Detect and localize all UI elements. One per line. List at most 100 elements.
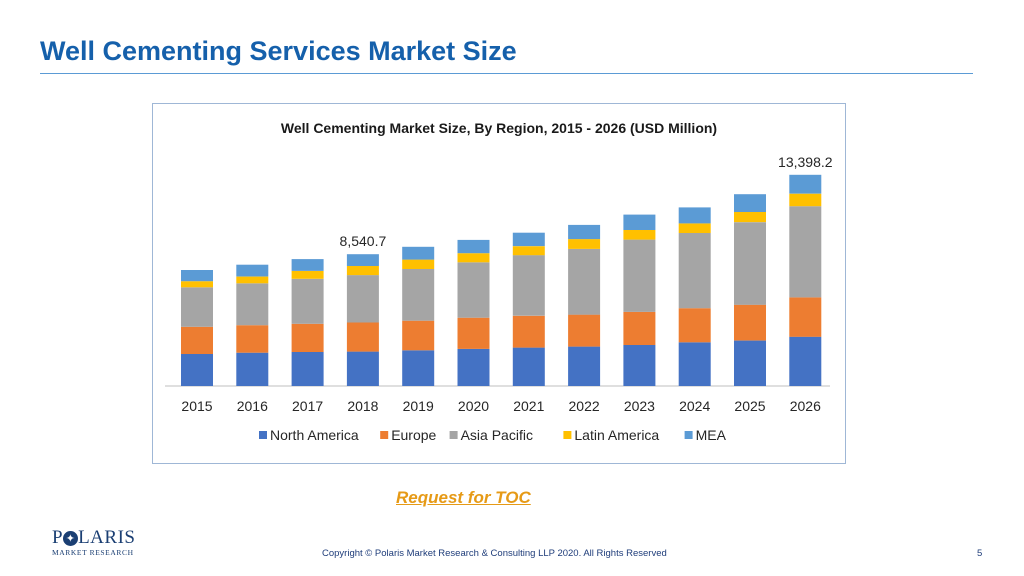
bar-2024-mea xyxy=(678,207,711,224)
x-tick-label: 2018 xyxy=(347,398,378,414)
bars-group xyxy=(181,174,822,386)
copyright-text: Copyright © Polaris Market Research & Co… xyxy=(322,548,667,559)
bar-2017-latin-america xyxy=(291,271,324,279)
legend: North America Europe Asia Pacific Latin Ame… xyxy=(259,427,727,443)
bar-2017-mea xyxy=(291,259,324,271)
polaris-logo: P ✦ LARIS MARKET RESEARCH xyxy=(52,527,136,564)
bar-2024-latin-america xyxy=(678,223,711,233)
bar-2015-mea xyxy=(181,270,213,282)
bar-2020-latin-america xyxy=(457,253,490,263)
bar-2022-north-america xyxy=(568,346,601,386)
star-icon: ✦ xyxy=(63,531,79,546)
chart-frame: Well Cementing Market Size, By Region, 2… xyxy=(152,103,846,464)
bar-2016-asia-pacific xyxy=(236,283,269,326)
bar-2019-mea xyxy=(402,246,435,260)
x-tick-label: 2016 xyxy=(237,398,268,414)
x-tick-label: 2020 xyxy=(458,398,489,414)
bar-2025-europe xyxy=(734,304,766,341)
chart-title: Well Cementing Market Size, By Region, 2… xyxy=(281,120,717,136)
bar-2015-europe xyxy=(181,326,213,354)
x-tick-label: 2021 xyxy=(513,398,544,414)
bar-2021-latin-america xyxy=(512,246,545,256)
x-tick-label: 2025 xyxy=(734,398,765,414)
bar-2021-mea xyxy=(512,232,545,247)
bar-2023-mea xyxy=(623,214,656,230)
bar-2021-asia-pacific xyxy=(512,255,545,316)
bar-2026-asia-pacific xyxy=(789,206,822,298)
bar-2021-europe xyxy=(512,315,545,348)
x-tick-label: 2023 xyxy=(624,398,655,414)
bar-2021-north-america xyxy=(512,347,545,386)
x-tick-label: 2024 xyxy=(679,398,710,414)
bar-2018-latin-america xyxy=(346,266,379,276)
bar-2023-asia-pacific xyxy=(623,239,656,312)
stacked-bar-chart: Well Cementing Market Size, By Region, 2… xyxy=(165,120,833,443)
x-tick-label: 2026 xyxy=(790,398,821,414)
legend-swatch-mea xyxy=(684,431,693,439)
bar-2015-north-america xyxy=(181,354,213,386)
legend-label-asia-pacific: Asia Pacific xyxy=(461,427,533,443)
legend-label-latin-america: Latin America xyxy=(574,427,659,443)
data-labels: 8,540.7 13,398.2 xyxy=(340,154,833,249)
legend-swatch-latin-america xyxy=(563,431,572,439)
bar-2026-europe xyxy=(789,297,822,337)
data-label-2026: 13,398.2 xyxy=(778,154,833,170)
bar-2025-mea xyxy=(734,194,766,212)
bar-2023-europe xyxy=(623,311,656,345)
bar-2020-north-america xyxy=(457,348,490,386)
x-tick-label: 2015 xyxy=(181,398,212,414)
legend-swatch-asia-pacific xyxy=(449,431,458,439)
page-number: 5 xyxy=(977,548,983,559)
bar-2025-asia-pacific xyxy=(734,222,766,305)
bar-2019-latin-america xyxy=(402,259,435,269)
legend-label-north-america: North America xyxy=(270,427,359,443)
logo-subtitle: MARKET RESEARCH xyxy=(52,548,134,557)
bar-2026-latin-america xyxy=(789,193,822,207)
bar-2019-asia-pacific xyxy=(402,269,435,321)
x-tick-label: 2017 xyxy=(292,398,323,414)
bar-2016-mea xyxy=(236,264,269,277)
x-tick-label: 2019 xyxy=(403,398,434,414)
bar-2018-north-america xyxy=(346,351,379,386)
bar-2024-north-america xyxy=(678,342,711,386)
bar-2017-north-america xyxy=(291,351,324,386)
x-tick-label: 2022 xyxy=(569,398,600,414)
bar-2019-north-america xyxy=(402,350,435,386)
x-tick-labels: 2015 2016 2017 2018 2019 2020 2021 2022 2023 2024… xyxy=(181,398,821,414)
bar-2016-europe xyxy=(236,325,269,353)
bar-2023-north-america xyxy=(623,345,656,386)
request-toc-link[interactable]: Request for TOC xyxy=(396,488,531,507)
bar-2022-asia-pacific xyxy=(568,248,601,315)
bar-2018-europe xyxy=(346,322,379,352)
bar-2022-europe xyxy=(568,314,601,347)
bar-2026-north-america xyxy=(789,336,822,386)
bar-2016-latin-america xyxy=(236,276,269,284)
legend-swatch-europe xyxy=(380,431,389,439)
bar-2024-asia-pacific xyxy=(678,233,711,309)
legend-label-europe: Europe xyxy=(391,427,436,443)
bar-2019-europe xyxy=(402,320,435,351)
bar-2020-europe xyxy=(457,317,490,349)
bar-2017-europe xyxy=(291,323,324,352)
bar-2020-asia-pacific xyxy=(457,262,490,318)
legend-label-mea: MEA xyxy=(696,427,727,443)
title-divider xyxy=(40,73,973,74)
bar-2018-mea xyxy=(346,254,379,266)
bar-2020-mea xyxy=(457,239,490,254)
bar-2024-europe xyxy=(678,308,711,343)
legend-swatch-north-america xyxy=(259,431,267,439)
bar-2025-latin-america xyxy=(734,211,766,223)
bar-2018-asia-pacific xyxy=(346,275,379,323)
slide-title: Well Cementing Services Market Size xyxy=(40,36,517,66)
bar-2015-latin-america xyxy=(181,281,213,288)
bar-2015-asia-pacific xyxy=(181,287,213,327)
bar-2026-mea xyxy=(789,174,822,194)
bar-2023-latin-america xyxy=(623,230,656,240)
bar-2017-asia-pacific xyxy=(291,278,324,324)
bar-2022-latin-america xyxy=(568,239,601,249)
bar-2016-north-america xyxy=(236,352,269,386)
data-label-2018: 8,540.7 xyxy=(340,233,387,249)
bar-2025-north-america xyxy=(734,340,766,386)
bar-2022-mea xyxy=(568,224,601,240)
logo-wordmark: P ✦ LARIS xyxy=(52,527,136,548)
